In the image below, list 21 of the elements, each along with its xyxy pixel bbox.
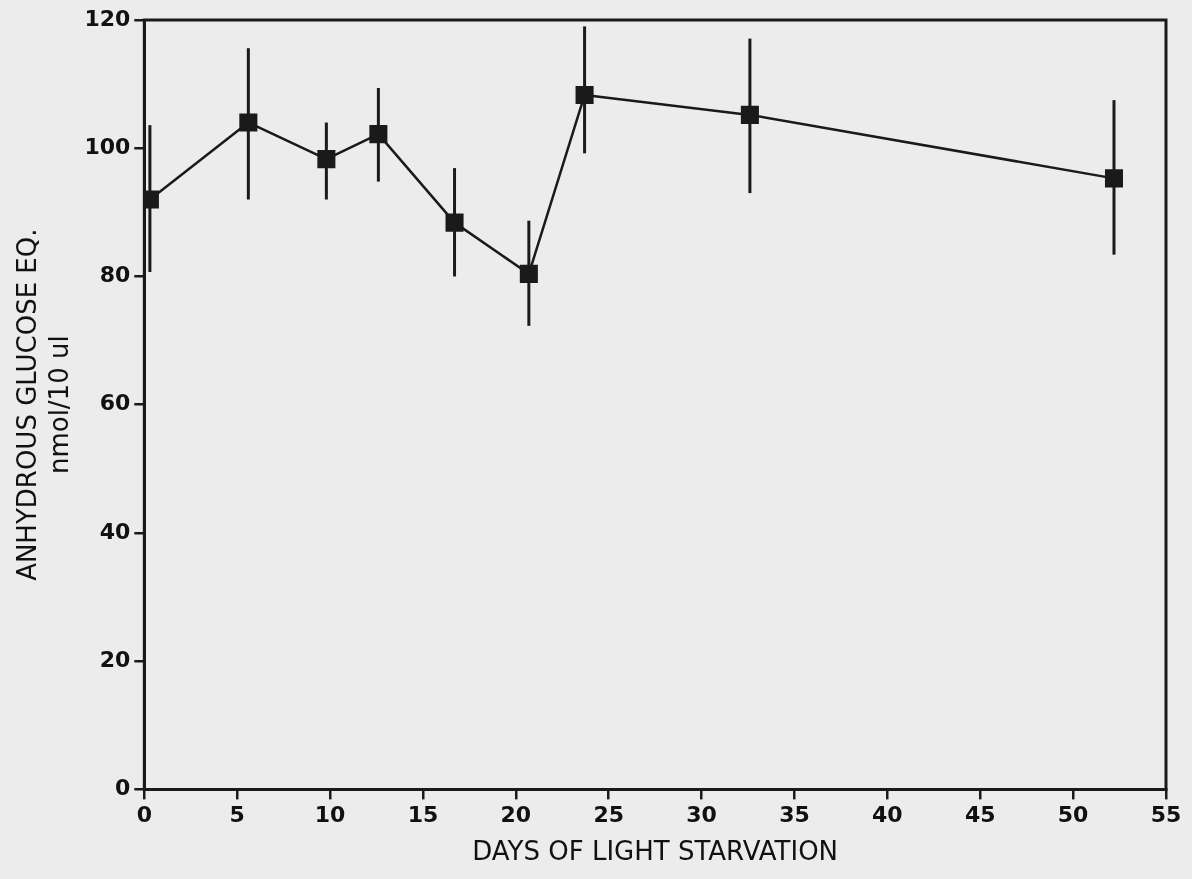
x-tick-label: 50 [1057, 802, 1089, 828]
x-tick-label: 20 [500, 802, 532, 828]
x-tick-label: 55 [1150, 802, 1182, 828]
y-tick-label: 120 [84, 5, 131, 31]
x-tick-label: 35 [779, 802, 810, 828]
y-tick-label: 60 [99, 390, 131, 416]
x-tick-label: 30 [686, 802, 717, 828]
y-axis-title: ANHYDROUS GLUCOSE EQ. nmol/10 ul [12, 228, 74, 581]
x-tick-label: 40 [872, 802, 903, 828]
x-axis-title: DAYS OF LIGHT STARVATION [472, 836, 839, 867]
x-tick-label: 15 [407, 802, 439, 828]
y-tick-label: 100 [84, 133, 131, 159]
y-tick-label: 0 [115, 775, 131, 801]
y-tick-label: 20 [99, 646, 131, 672]
x-tick-label: 45 [964, 802, 996, 828]
x-tick-label: 0 [136, 802, 152, 828]
x-tick-label: 10 [314, 802, 346, 828]
x-tick-label: 25 [593, 802, 625, 828]
y-tick-label: 40 [99, 518, 131, 544]
x-tick-label: 5 [229, 802, 245, 828]
y-tick-label: 80 [99, 262, 131, 288]
